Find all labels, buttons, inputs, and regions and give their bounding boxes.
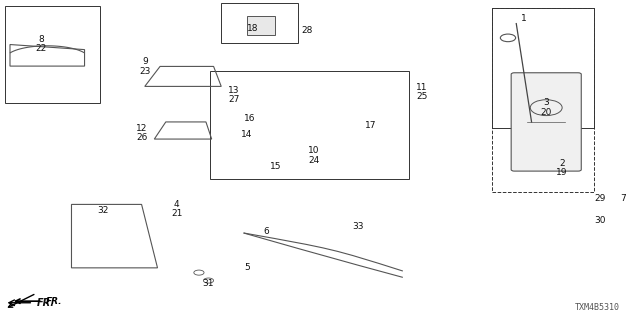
Text: 12: 12 <box>136 124 147 133</box>
Text: 9: 9 <box>142 57 148 66</box>
Text: 29: 29 <box>595 194 606 203</box>
Text: 5: 5 <box>244 263 250 272</box>
Text: 15: 15 <box>269 162 281 171</box>
Text: 14: 14 <box>241 130 252 139</box>
Text: 8: 8 <box>38 35 44 44</box>
Text: TXM4B5310: TXM4B5310 <box>575 303 620 312</box>
Text: 10: 10 <box>308 146 319 155</box>
Text: 13: 13 <box>228 86 240 95</box>
Text: 26: 26 <box>136 133 147 142</box>
Text: 18: 18 <box>247 24 259 33</box>
Text: 11: 11 <box>416 83 428 92</box>
Text: 3: 3 <box>543 99 549 108</box>
Text: FR.: FR. <box>36 298 54 308</box>
Text: 6: 6 <box>263 227 269 236</box>
FancyBboxPatch shape <box>246 16 275 35</box>
Text: 19: 19 <box>556 168 568 177</box>
Text: 23: 23 <box>139 67 150 76</box>
Text: 28: 28 <box>301 26 313 35</box>
Text: 30: 30 <box>595 216 606 225</box>
FancyBboxPatch shape <box>511 73 581 171</box>
Text: 16: 16 <box>244 114 255 123</box>
Text: 32: 32 <box>98 206 109 215</box>
Text: 7: 7 <box>620 194 625 203</box>
Text: 20: 20 <box>541 108 552 117</box>
Text: 4: 4 <box>174 200 179 209</box>
Text: 17: 17 <box>365 121 377 130</box>
Text: 25: 25 <box>416 92 428 101</box>
Text: 21: 21 <box>171 209 182 219</box>
Text: 2: 2 <box>559 159 565 168</box>
Text: FR.: FR. <box>46 297 63 306</box>
Text: 27: 27 <box>228 95 239 104</box>
Text: 33: 33 <box>353 222 364 231</box>
Text: 24: 24 <box>308 156 319 164</box>
Text: 1: 1 <box>521 14 527 23</box>
Text: 31: 31 <box>203 279 214 288</box>
Text: 22: 22 <box>35 44 47 53</box>
